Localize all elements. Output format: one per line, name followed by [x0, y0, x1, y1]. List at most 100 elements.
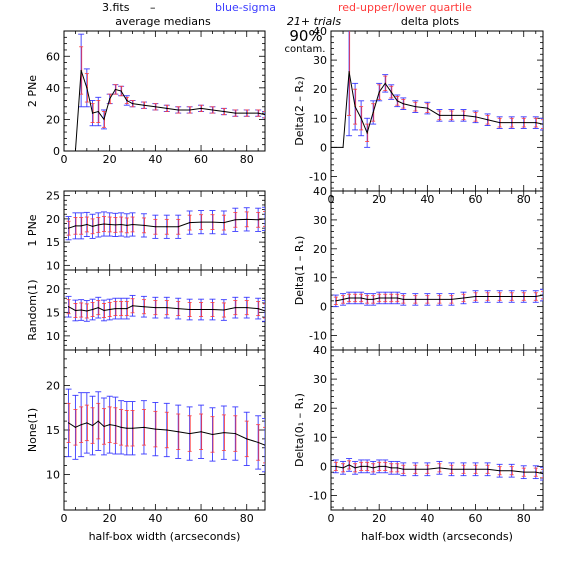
median-point	[189, 109, 191, 111]
median-point	[246, 307, 248, 309]
sigma-legend-label: blue-sigma	[215, 1, 276, 14]
median-point	[109, 424, 111, 426]
panel-data	[65, 294, 265, 322]
median-point	[486, 295, 489, 298]
panel-data	[65, 206, 265, 241]
median-point	[86, 223, 88, 226]
median-point	[120, 90, 122, 92]
median-point	[189, 222, 191, 224]
x-axis-label: half-box width (arcseconds)	[89, 530, 241, 543]
median-point	[120, 307, 122, 310]
median-line	[68, 420, 265, 446]
median-point	[86, 87, 88, 89]
panel-data	[331, 31, 543, 148]
axes-frame	[330, 30, 544, 192]
median-point	[450, 114, 453, 116]
y-axis-label: Delta(1 – R₁)	[293, 236, 306, 305]
y-tick-label: 10	[46, 468, 60, 481]
median-point	[438, 114, 441, 116]
median-point	[177, 431, 179, 433]
median-point	[223, 309, 225, 311]
median-point	[264, 114, 265, 116]
x-tick-label: 80	[517, 512, 531, 525]
median-point	[450, 468, 453, 470]
y-tick-label: 40	[313, 344, 327, 357]
median-point	[131, 305, 134, 307]
median-point	[372, 298, 374, 301]
x-tick-label: 20	[103, 512, 117, 525]
median-point	[154, 428, 156, 430]
median-point	[246, 218, 248, 220]
median-point	[211, 221, 214, 223]
median-point	[511, 295, 513, 298]
median-point	[523, 295, 525, 298]
median-point	[74, 150, 77, 151]
median-point	[177, 307, 179, 310]
median-point	[474, 468, 477, 470]
median-point	[200, 221, 202, 223]
median-point	[384, 465, 386, 467]
x-tick-label: 20	[372, 512, 386, 525]
median-point	[372, 111, 374, 114]
x-tick-label: 60	[469, 193, 483, 206]
panel-data	[74, 33, 265, 151]
median-point	[126, 427, 128, 429]
median-point	[86, 310, 88, 312]
median-point	[80, 69, 82, 72]
contam-word-label: contam.	[285, 44, 326, 55]
median-point	[131, 103, 134, 105]
median-point	[438, 467, 441, 469]
x-tick-label: 80	[240, 153, 254, 166]
median-point	[542, 123, 543, 125]
median-point	[120, 223, 122, 226]
panel-left-2: 10 15 20 25 1 PNe	[26, 190, 266, 272]
y-tick-label: 20	[46, 380, 60, 393]
median-line	[68, 305, 265, 312]
panel-data	[65, 388, 265, 473]
median-point	[211, 433, 214, 436]
median-point	[342, 467, 344, 469]
file-label: 3.fits	[102, 1, 130, 14]
median-point	[177, 109, 179, 111]
figure-header: 3.fits – blue-sigma red-upper/lower quar…	[102, 1, 472, 55]
median-point	[91, 308, 94, 311]
median-point	[166, 226, 168, 228]
x-tick-label: 40	[148, 512, 162, 525]
median-point	[114, 307, 116, 310]
y-tick-label: 20	[46, 213, 60, 226]
median-point	[342, 146, 344, 148]
median-point	[348, 71, 350, 73]
median-point	[131, 223, 134, 226]
median-point	[166, 429, 168, 431]
median-point	[396, 100, 398, 102]
median-point	[486, 468, 489, 470]
median-point	[67, 227, 70, 229]
median-line	[331, 71, 543, 148]
y-tick-label: 0	[320, 141, 327, 154]
median-point	[535, 471, 537, 473]
quartile-legend-label: red-upper/lower quartile	[338, 1, 472, 14]
trials-label: 21+ trials	[287, 15, 341, 28]
axes-frame	[63, 269, 266, 351]
median-point	[154, 106, 156, 108]
y-tick-label: 20	[313, 83, 327, 96]
median-point	[154, 307, 156, 309]
x-tick-label: 60	[194, 512, 208, 525]
median-line	[68, 218, 265, 229]
median-line	[335, 294, 543, 302]
median-point	[366, 132, 368, 134]
median-line	[335, 464, 543, 475]
x-axis-label: half-box width (arcseconds)	[361, 530, 513, 543]
y-axis-label: Random(1)	[26, 279, 39, 340]
median-point	[103, 118, 105, 121]
median-point	[535, 122, 537, 124]
median-point	[91, 112, 94, 114]
panel-data	[332, 288, 543, 308]
median-point	[143, 224, 145, 226]
median-point	[360, 465, 362, 467]
median-point	[499, 470, 501, 472]
median-point	[126, 224, 128, 226]
y-axis-label: Delta(0₁ – R₁)	[293, 393, 306, 467]
median-point	[462, 114, 465, 116]
y-tick-label: 10	[313, 431, 327, 444]
